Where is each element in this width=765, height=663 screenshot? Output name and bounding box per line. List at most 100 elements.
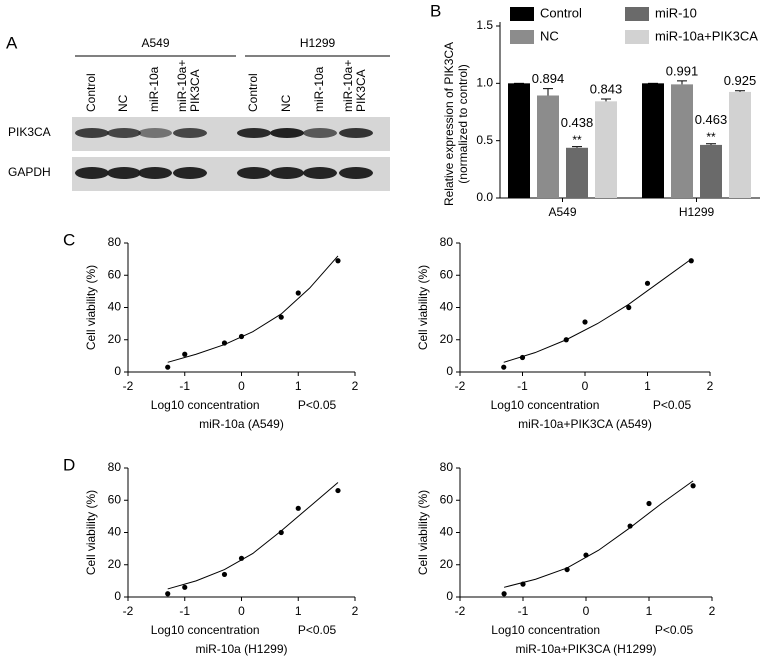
- error-bar: [735, 90, 745, 92]
- significance: **: [572, 133, 582, 147]
- x-tick-label: -1: [179, 379, 190, 393]
- bar: [537, 95, 559, 198]
- x-tick-label: -1: [517, 379, 528, 393]
- error-bar: [572, 146, 582, 148]
- lane-label-line: miR-10a: [147, 66, 161, 112]
- data-point: [335, 487, 341, 494]
- fit-curve: [167, 255, 339, 363]
- x-tick-label: 0: [583, 604, 590, 618]
- value-label: 0.991: [666, 63, 699, 78]
- fit-curve: [167, 482, 339, 590]
- y-tick-label: 60: [108, 267, 122, 281]
- y-tick-label: 80: [108, 460, 122, 474]
- blot-band: [303, 128, 337, 138]
- x-tick-label: 0: [582, 379, 589, 393]
- y-tick-label: 60: [440, 492, 454, 506]
- lane-label-line: miR-10a+: [175, 60, 189, 112]
- y-tick-label: 0: [446, 589, 453, 603]
- data-point: [501, 364, 507, 370]
- lane-label: NC: [116, 94, 130, 112]
- y-tick-label: 1.0: [476, 76, 493, 90]
- blot-band: [237, 128, 271, 138]
- legend-label: miR-10a+PIK3CA: [655, 28, 758, 43]
- data-point: [165, 591, 171, 597]
- data-point: [688, 258, 694, 264]
- x-tick-label: 1: [295, 379, 302, 393]
- bar: [700, 144, 722, 198]
- y-tick-label: 40: [440, 525, 454, 539]
- blot-band: [173, 167, 207, 179]
- legend-swatch: [510, 30, 534, 44]
- x-axis-label: Log10 concentration: [491, 398, 600, 412]
- y-tick-label: 1.5: [476, 18, 493, 32]
- lane-label: miR-10a: [147, 66, 161, 112]
- y-axis-label: Cell viability (%): [84, 490, 98, 575]
- blot-band: [75, 167, 109, 179]
- x-tick-label: 0: [238, 379, 245, 393]
- x-tick-label: 1: [295, 604, 302, 618]
- data-point: [238, 333, 245, 340]
- value-label: 0.894: [532, 71, 565, 86]
- x-tick-label: -2: [123, 379, 134, 393]
- data-point: [501, 591, 507, 597]
- x-tick-label: H1299: [679, 205, 715, 219]
- x-tick-label: 1: [646, 604, 653, 618]
- group-label: H1299: [300, 36, 336, 50]
- annotation: P<0.05: [653, 398, 692, 412]
- annotation: P<0.05: [655, 623, 694, 637]
- blot-band: [270, 167, 304, 179]
- legend-swatch: [625, 30, 649, 44]
- significance: **: [706, 130, 716, 144]
- blot-band: [303, 167, 337, 179]
- fit-curve: [503, 480, 694, 588]
- panel-label: C: [63, 230, 75, 249]
- y-tick-label: 80: [440, 460, 454, 474]
- data-point: [627, 523, 633, 529]
- y-tick-label: 60: [108, 492, 122, 506]
- lane-label: miR-10a: [312, 66, 326, 112]
- data-point: [646, 500, 652, 507]
- value-label: 0.463: [695, 112, 728, 127]
- data-point: [582, 319, 588, 325]
- error-bar: [706, 143, 716, 145]
- y-tick-label: 20: [440, 557, 454, 571]
- lane-label: NC: [279, 94, 293, 112]
- y-tick-label: 40: [108, 525, 122, 539]
- panel-label: D: [63, 455, 75, 474]
- annotation: P<0.05: [298, 623, 337, 637]
- value-label: 0.843: [590, 81, 623, 96]
- error-bar: [543, 88, 553, 96]
- subtitle: miR-10a (A549): [199, 417, 284, 431]
- data-point: [182, 584, 188, 590]
- lane-label: Control: [84, 73, 98, 112]
- x-tick-label: 0: [238, 604, 245, 618]
- legend-swatch: [625, 7, 649, 21]
- blot-band: [75, 128, 109, 138]
- group-label: A549: [141, 36, 169, 50]
- bar: [642, 83, 664, 198]
- data-point: [238, 555, 245, 561]
- data-point: [335, 258, 341, 264]
- row-label: GAPDH: [8, 165, 51, 179]
- subtitle: miR-10a+PIK3CA (H1299): [515, 642, 656, 656]
- lane-label: miR-10a+PIK3CA: [175, 60, 202, 112]
- blot-band: [339, 167, 373, 179]
- y-tick-label: 0: [114, 589, 121, 603]
- blot-band: [138, 128, 172, 138]
- lane-label-line: Control: [84, 73, 98, 112]
- x-tick-label: 2: [709, 604, 716, 618]
- data-point: [165, 364, 171, 370]
- y-tick-label: 80: [108, 235, 122, 249]
- y-tick-label: 20: [108, 557, 122, 571]
- panel-label: A: [6, 33, 18, 52]
- y-tick-label: 0: [446, 364, 453, 378]
- x-tick-label: -2: [123, 604, 134, 618]
- lane-label: Control: [246, 73, 260, 112]
- data-point: [563, 337, 569, 343]
- legend-label: Control: [540, 5, 582, 20]
- lane-label-line: miR-10a: [312, 66, 326, 112]
- panel-label: B: [430, 1, 441, 20]
- blot-band: [270, 128, 304, 138]
- fit-curve: [503, 258, 692, 363]
